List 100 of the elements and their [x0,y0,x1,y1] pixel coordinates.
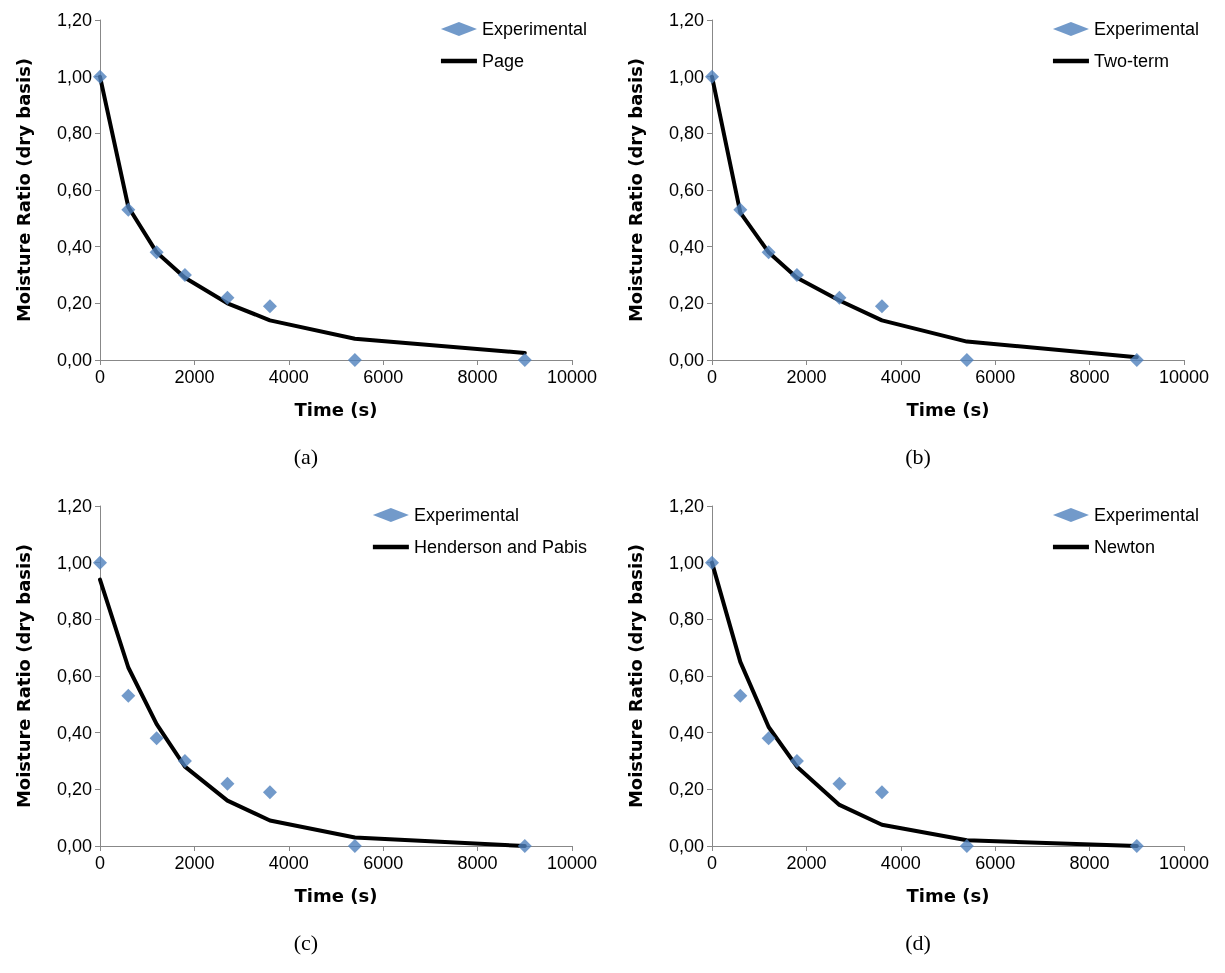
x-tick-label: 4000 [880,853,921,873]
y-tick-label: 0,60 [668,666,704,686]
point [220,290,235,305]
x-tick-label: 8000 [1069,853,1110,873]
y-tick-label: 1,20 [668,496,704,516]
x-tick-label: 0 [706,367,718,387]
x-tick-label: 10000 [1158,367,1210,387]
text: (a) [292,444,320,470]
y-tick-label: 0,00 [56,836,92,856]
x-tick-label: 10000 [546,853,598,873]
point [177,754,192,768]
legend-label: Experimental [413,505,519,525]
y-tick-label: 0,40 [56,722,92,743]
text: (d) [904,930,932,956]
point [705,555,719,570]
x-tick-label: 6000 [975,853,1016,873]
point [874,785,889,800]
point [347,839,362,853]
legend-label: Newton [1093,537,1155,557]
y-tick-label: 0,20 [668,779,704,800]
x-axis-title: Time (s) [294,398,378,420]
legend-label: Henderson and Pabis [413,537,588,557]
y-tick-label: 0,80 [668,609,704,630]
y-tick-label: 0,40 [56,236,92,257]
x-tick-label: 0 [94,853,106,873]
y-axis-title: Moisture Ratio (dry basis) [12,57,34,323]
point [761,245,776,260]
x-tick-label: 6000 [363,367,404,387]
point [262,299,277,314]
point [705,69,719,84]
point [733,202,748,217]
point [832,776,847,791]
x-tick-label: 6000 [975,367,1016,387]
y-tick-label: 0,00 [668,350,704,370]
x-tick-label: 10000 [546,367,598,387]
y-tick-label: 0,40 [668,236,704,257]
point [789,268,804,282]
y-tick-label: 0,20 [668,293,704,314]
y-tick-label: 0,20 [56,779,92,800]
x-axis-title: Time (s) [906,398,990,420]
legend-label: Experimental [481,19,587,39]
point [121,202,136,217]
legend-label: Two-term [1093,51,1169,71]
legend-label: Experimental [1093,19,1199,39]
x-tick-label: 4000 [268,853,309,873]
y-tick-label: 1,00 [56,66,92,87]
y-tick-label: 0,20 [56,293,92,314]
y-tick-label: 0,00 [56,350,92,370]
x-tick-label: 2000 [786,853,827,873]
x-axis-title: Time (s) [906,884,990,906]
point [1129,353,1144,367]
point [220,776,235,791]
text: (b) [904,444,932,470]
legend-label: Experimental [1093,505,1199,525]
point [347,353,362,367]
y-tick-label: 0,60 [56,180,92,200]
x-tick-label: 6000 [363,853,404,873]
point [149,731,164,746]
y-tick-label: 1,20 [56,10,92,30]
x-tick-label: 8000 [1069,367,1110,387]
point [177,268,192,282]
y-axis-title: Moisture Ratio (dry basis) [624,57,646,323]
x-tick-label: 8000 [457,367,498,387]
x-tick-label: 0 [94,367,106,387]
text: (c) [292,930,320,956]
point [262,785,277,800]
point [149,245,164,260]
point [733,688,748,703]
point [121,688,136,703]
point [789,754,804,768]
x-tick-label: 2000 [174,367,215,387]
point [874,299,889,314]
y-tick-label: 1,00 [668,552,704,573]
y-tick-label: 1,20 [668,10,704,30]
y-tick-label: 1,00 [668,66,704,87]
legend-label: Page [481,51,524,71]
x-tick-label: 10000 [1158,853,1210,873]
x-tick-label: 2000 [786,367,827,387]
x-tick-label: 2000 [174,853,215,873]
y-tick-label: 0,80 [668,123,704,144]
x-tick-label: 0 [706,853,718,873]
x-tick-label: 4000 [880,367,921,387]
y-axis-title: Moisture Ratio (dry basis) [12,543,34,809]
y-tick-label: 1,00 [56,552,92,573]
y-tick-label: 1,20 [56,496,92,516]
y-tick-label: 0,40 [668,722,704,743]
point [517,839,532,853]
y-tick-label: 0,80 [56,123,92,144]
point [959,353,974,367]
x-axis-title: Time (s) [294,884,378,906]
point [959,839,974,853]
point [1129,839,1144,853]
x-tick-label: 8000 [457,853,498,873]
y-tick-label: 0,00 [668,836,704,856]
y-axis-title: Moisture Ratio (dry basis) [624,543,646,809]
point [93,69,107,84]
y-tick-label: 0,60 [668,180,704,200]
point [93,555,107,570]
y-tick-label: 0,80 [56,609,92,630]
point [517,353,532,367]
